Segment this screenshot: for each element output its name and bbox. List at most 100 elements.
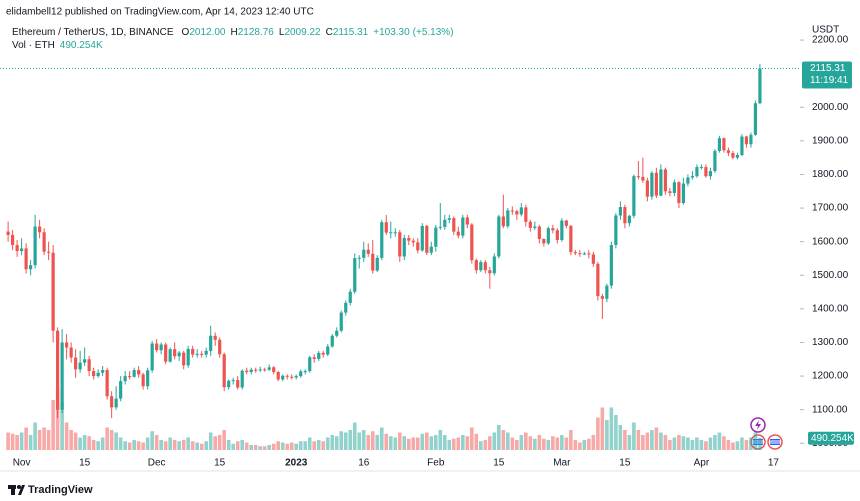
brand: TradingView — [28, 484, 93, 496]
candle-body — [299, 371, 303, 377]
volume-bar — [690, 440, 695, 450]
volume-legend: Vol · ETH 490.254K — [12, 40, 103, 51]
candle-body — [609, 245, 613, 286]
brand-logo — [8, 485, 25, 495]
candle-body — [326, 346, 330, 355]
volume-bar — [208, 432, 213, 450]
volume-bar — [240, 440, 245, 450]
volume-bar — [447, 440, 452, 450]
volume-value: 490.254K — [60, 40, 103, 51]
candle-body — [267, 367, 271, 370]
candle-body — [20, 248, 24, 252]
volume-bar — [402, 436, 407, 450]
candle-body — [78, 362, 82, 370]
candle-body — [357, 257, 361, 259]
candle-body — [686, 177, 690, 184]
candle-body — [497, 216, 501, 257]
y-tick-label: 2200.00 — [812, 35, 849, 46]
candle-body — [389, 232, 393, 234]
candle-body — [645, 180, 649, 197]
candle-body — [560, 220, 564, 240]
candle-body — [105, 370, 109, 397]
volume-bar — [325, 437, 330, 450]
volume-bar — [343, 432, 348, 450]
candle-body — [636, 176, 640, 178]
volume-bar — [298, 441, 303, 450]
candle-body — [443, 219, 447, 227]
volume-bar — [222, 430, 226, 450]
candle-body — [200, 353, 204, 355]
y-tick-label: 2000.00 — [812, 102, 849, 113]
candle-body — [402, 237, 406, 257]
candle-body — [344, 302, 348, 313]
volume-bar — [433, 435, 438, 450]
volume-bar — [587, 438, 591, 450]
volume-bar — [163, 441, 168, 450]
candle-body — [375, 257, 379, 271]
candle-body — [717, 138, 722, 151]
volume-bar — [650, 430, 654, 450]
volume-bar — [699, 440, 704, 450]
candle-body — [87, 359, 91, 372]
x-tick-label: 15 — [493, 458, 505, 469]
candle-body — [272, 367, 276, 373]
volume-bar — [186, 437, 190, 450]
volume-bar — [573, 440, 578, 450]
candle-body — [195, 353, 199, 355]
candle-body — [168, 349, 172, 362]
candle-body — [483, 262, 487, 271]
x-tick-label: 15 — [619, 458, 631, 469]
candle-body — [362, 249, 366, 258]
candle-body — [245, 370, 249, 373]
candle-body — [501, 216, 505, 227]
candle-body — [438, 226, 442, 228]
candle-body — [249, 369, 253, 373]
volume-bar — [627, 435, 632, 450]
volume-bar — [749, 437, 753, 450]
volume-bar — [73, 432, 78, 450]
candle-body — [177, 352, 181, 357]
candle-body — [227, 380, 231, 388]
volume-bar — [285, 443, 290, 450]
candle-body — [695, 167, 699, 177]
y-tick-label: 1600.00 — [812, 236, 849, 247]
candle-body — [123, 376, 127, 382]
volume-bar — [564, 437, 569, 450]
candle-body — [155, 343, 159, 351]
candle-body — [618, 207, 622, 216]
candle-body — [596, 263, 600, 297]
volume-bar — [150, 431, 154, 450]
volume-bar — [451, 438, 456, 450]
volume-bar — [654, 427, 659, 450]
candle-body — [447, 218, 451, 220]
candle-body — [582, 253, 586, 255]
publisher: elidambell12 published on TradingView.co… — [6, 7, 314, 18]
candle-body — [83, 359, 87, 363]
volume-bar — [145, 437, 150, 450]
legend-change: +103.30 — [373, 27, 410, 38]
ohlc-legend: Ethereum / TetherUS, 1D, BINANCE O2012.00… — [12, 27, 454, 38]
volume-bar — [722, 436, 726, 450]
volume-bar — [636, 430, 641, 450]
y-tick-label: 1900.00 — [812, 136, 849, 147]
volume-bar — [172, 440, 177, 450]
candle-body — [128, 376, 132, 378]
volume-bar — [726, 440, 731, 450]
volume-bar — [663, 435, 668, 450]
volume-bar — [731, 442, 735, 450]
candle-body — [740, 136, 744, 155]
volume-bar — [109, 430, 114, 450]
volume-bar — [334, 436, 339, 450]
legend-change-pct: (+5.13%) — [413, 27, 454, 38]
candle-body — [254, 369, 258, 371]
candle-body — [290, 376, 294, 378]
candle-body — [263, 369, 267, 371]
candle-body — [74, 357, 78, 370]
candle-body — [623, 207, 627, 224]
candle-body — [627, 215, 631, 224]
volume-bar — [623, 430, 627, 450]
volume-bar — [195, 442, 199, 450]
price-tag — [802, 61, 852, 89]
candle-body — [641, 176, 645, 181]
volume-bar — [605, 420, 609, 450]
